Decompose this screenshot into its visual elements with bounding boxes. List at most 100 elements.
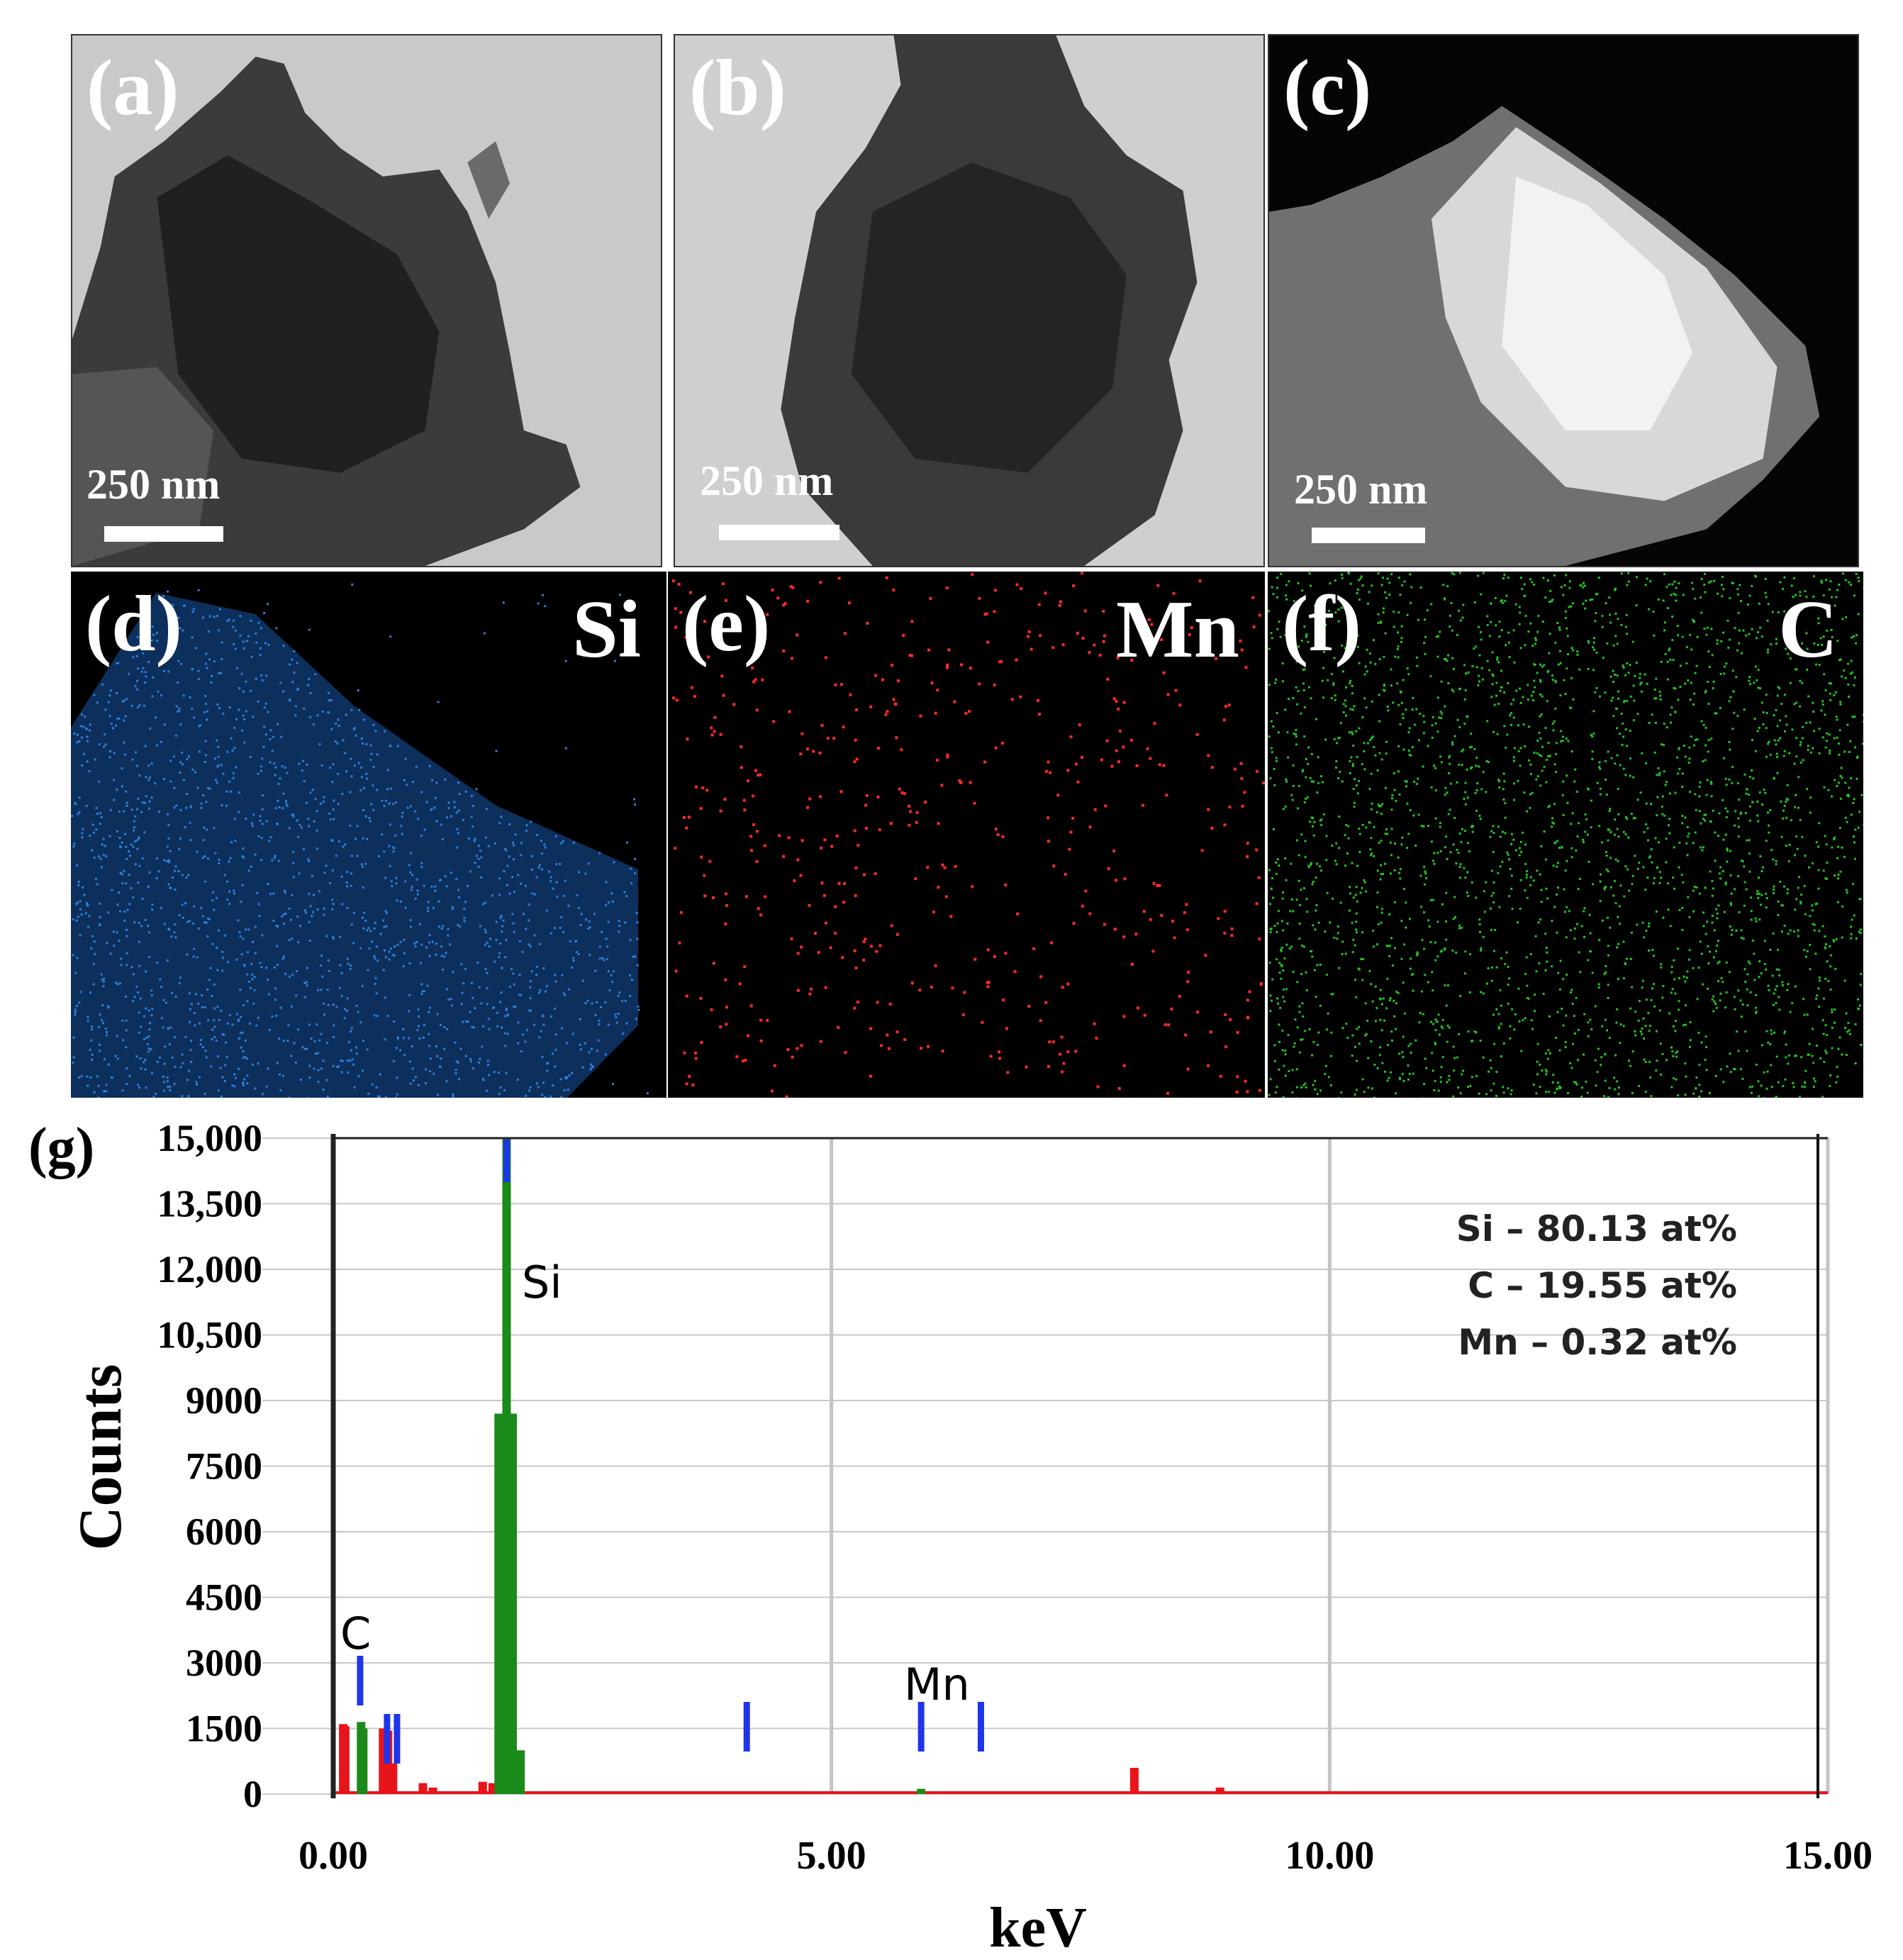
si-dot (364, 815, 367, 818)
c-dot (1518, 854, 1521, 857)
si-dot (286, 772, 289, 774)
c-dot (1573, 1015, 1575, 1018)
panel-a-tem-image: (a) 250 nm (71, 34, 662, 567)
c-dot (1726, 619, 1729, 622)
c-dot (1712, 887, 1714, 890)
si-dot (409, 871, 412, 874)
si-dot (341, 1059, 344, 1062)
c-dot (1809, 751, 1812, 754)
c-dot (1308, 572, 1311, 575)
si-dot (375, 1086, 378, 1088)
c-dot (1841, 1053, 1843, 1056)
c-dot (1668, 824, 1670, 827)
c-dot (1737, 989, 1740, 992)
si-dot (499, 917, 502, 920)
c-dot (1580, 925, 1583, 928)
c-dot (1615, 1021, 1618, 1024)
mn-dot (869, 1027, 873, 1030)
si-dot (242, 1082, 245, 1085)
si-dot (362, 809, 364, 811)
c-dot (1857, 577, 1860, 579)
c-dot (1688, 958, 1690, 961)
c-dot (1430, 603, 1433, 606)
c-dot (1358, 1025, 1361, 1028)
c-dot (1434, 941, 1436, 944)
c-dot (1629, 957, 1632, 960)
c-dot (1436, 852, 1439, 854)
si-dot (352, 942, 355, 945)
c-dot (1376, 1067, 1379, 1069)
c-dot (1331, 845, 1334, 847)
si-dot (318, 1039, 321, 1042)
si-dot (168, 1043, 171, 1046)
c-dot (1675, 594, 1678, 596)
si-dot (257, 1016, 260, 1019)
si-dot (152, 1096, 155, 1098)
c-dot (1541, 665, 1544, 668)
c-dot (1291, 798, 1294, 801)
si-dot (542, 1023, 545, 1026)
c-dot (1644, 1025, 1647, 1028)
c-dot (1689, 698, 1692, 701)
c-dot (1741, 860, 1744, 863)
mn-dot (707, 655, 710, 659)
scale-bar-label-a: 250 nm (86, 461, 221, 508)
c-dot (1728, 971, 1731, 974)
c-dot (1370, 772, 1373, 775)
c-dot (1312, 1084, 1315, 1086)
c-dot (1293, 1045, 1295, 1048)
si-dot (355, 837, 357, 840)
c-dot (1376, 943, 1378, 946)
c-dot (1410, 601, 1412, 604)
c-dot (1281, 662, 1284, 664)
si-dot (138, 1086, 141, 1089)
si-dot (488, 1074, 491, 1076)
mn-dot (685, 826, 688, 830)
c-dot (1626, 868, 1629, 871)
c-dot (1709, 580, 1712, 583)
c-dot (1614, 902, 1617, 905)
c-dot (1695, 739, 1697, 742)
si-dot (94, 878, 97, 881)
c-dot (1668, 649, 1670, 652)
c-dot (1525, 874, 1528, 876)
c-dot (1573, 1081, 1575, 1084)
si-dot (414, 810, 417, 813)
c-dot (1305, 633, 1307, 636)
si-dot (567, 1088, 569, 1091)
c-dot (1320, 775, 1322, 778)
c-dot (1704, 691, 1707, 694)
c-dot (1651, 987, 1653, 990)
si-dot (179, 772, 182, 774)
si-dot (169, 644, 172, 647)
c-dot (1678, 976, 1680, 979)
c-dot (1788, 1054, 1790, 1057)
si-dot (323, 796, 325, 798)
si-dot (444, 875, 447, 878)
c-dot (1434, 817, 1437, 820)
c-dot (1585, 818, 1588, 820)
c-dot (1503, 691, 1506, 694)
scale-bar-a (104, 526, 223, 542)
si-dot (544, 1096, 547, 1098)
c-dot (1344, 834, 1346, 837)
c-dot (1673, 592, 1675, 595)
c-dot (1363, 881, 1366, 884)
c-dot (1631, 1050, 1634, 1053)
si-dot (79, 991, 82, 993)
c-dot (1378, 694, 1380, 696)
si-dot (503, 1032, 506, 1035)
c-dot (1384, 833, 1387, 835)
si-dot (605, 904, 608, 906)
si-dot (411, 886, 413, 889)
c-dot (1273, 1059, 1276, 1062)
si-dot (555, 881, 558, 884)
c-dot (1281, 1029, 1284, 1032)
c-dot (1748, 870, 1751, 873)
c-dot (1298, 879, 1300, 882)
c-dot (1602, 657, 1605, 659)
si-dot (554, 927, 556, 930)
c-dot (1400, 637, 1403, 640)
c-dot (1668, 1012, 1671, 1015)
c-dot (1704, 726, 1707, 729)
